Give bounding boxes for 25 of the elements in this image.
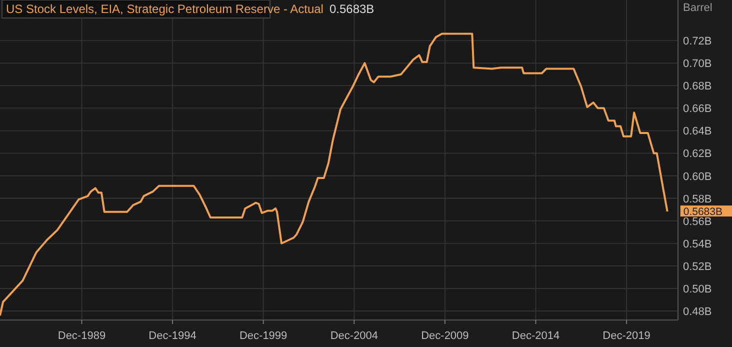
annotation: 0.5683B [683,206,722,218]
y-tick-label: 0.48B [683,306,712,318]
x-tick-label: Dec-2019 [602,330,650,342]
x-tick-label: Dec-2004 [330,330,378,342]
y-tick-label: 0.54B [683,238,712,250]
y-tick-label: 0.66B [683,103,712,116]
y-tick-label: 0.68B [683,80,712,93]
y-tick-label: 0.62B [683,148,712,160]
y-tick-label: 0.60B [683,170,712,183]
y-tick-label: 0.50B [683,283,712,296]
x-tick-label: Dec-1999 [239,330,288,342]
x-tick-label: Dec-2009 [421,330,469,342]
y-tick-label: 0.52B [683,260,712,273]
y-tick-label: 0.58B [683,193,712,206]
y-tick-label: 0.72B [683,36,712,48]
y-axis-title: Barrel [683,2,712,14]
line-series [0,32,668,316]
y-tick-label: 0.64B [683,126,712,138]
chart-subtitle: 0.5683B [329,2,374,16]
x-tick-label: Dec-1989 [58,330,106,342]
y-tick-label: 0.56B [683,216,712,228]
y-tick-label: 0.70B [683,58,712,70]
x-tick-label: Dec-2014 [512,330,560,342]
x-tick-label: Dec-1994 [148,330,196,342]
chart-title: US Stock Levels, EIA, Strategic Petroleum Reserve - Actual [6,2,324,16]
